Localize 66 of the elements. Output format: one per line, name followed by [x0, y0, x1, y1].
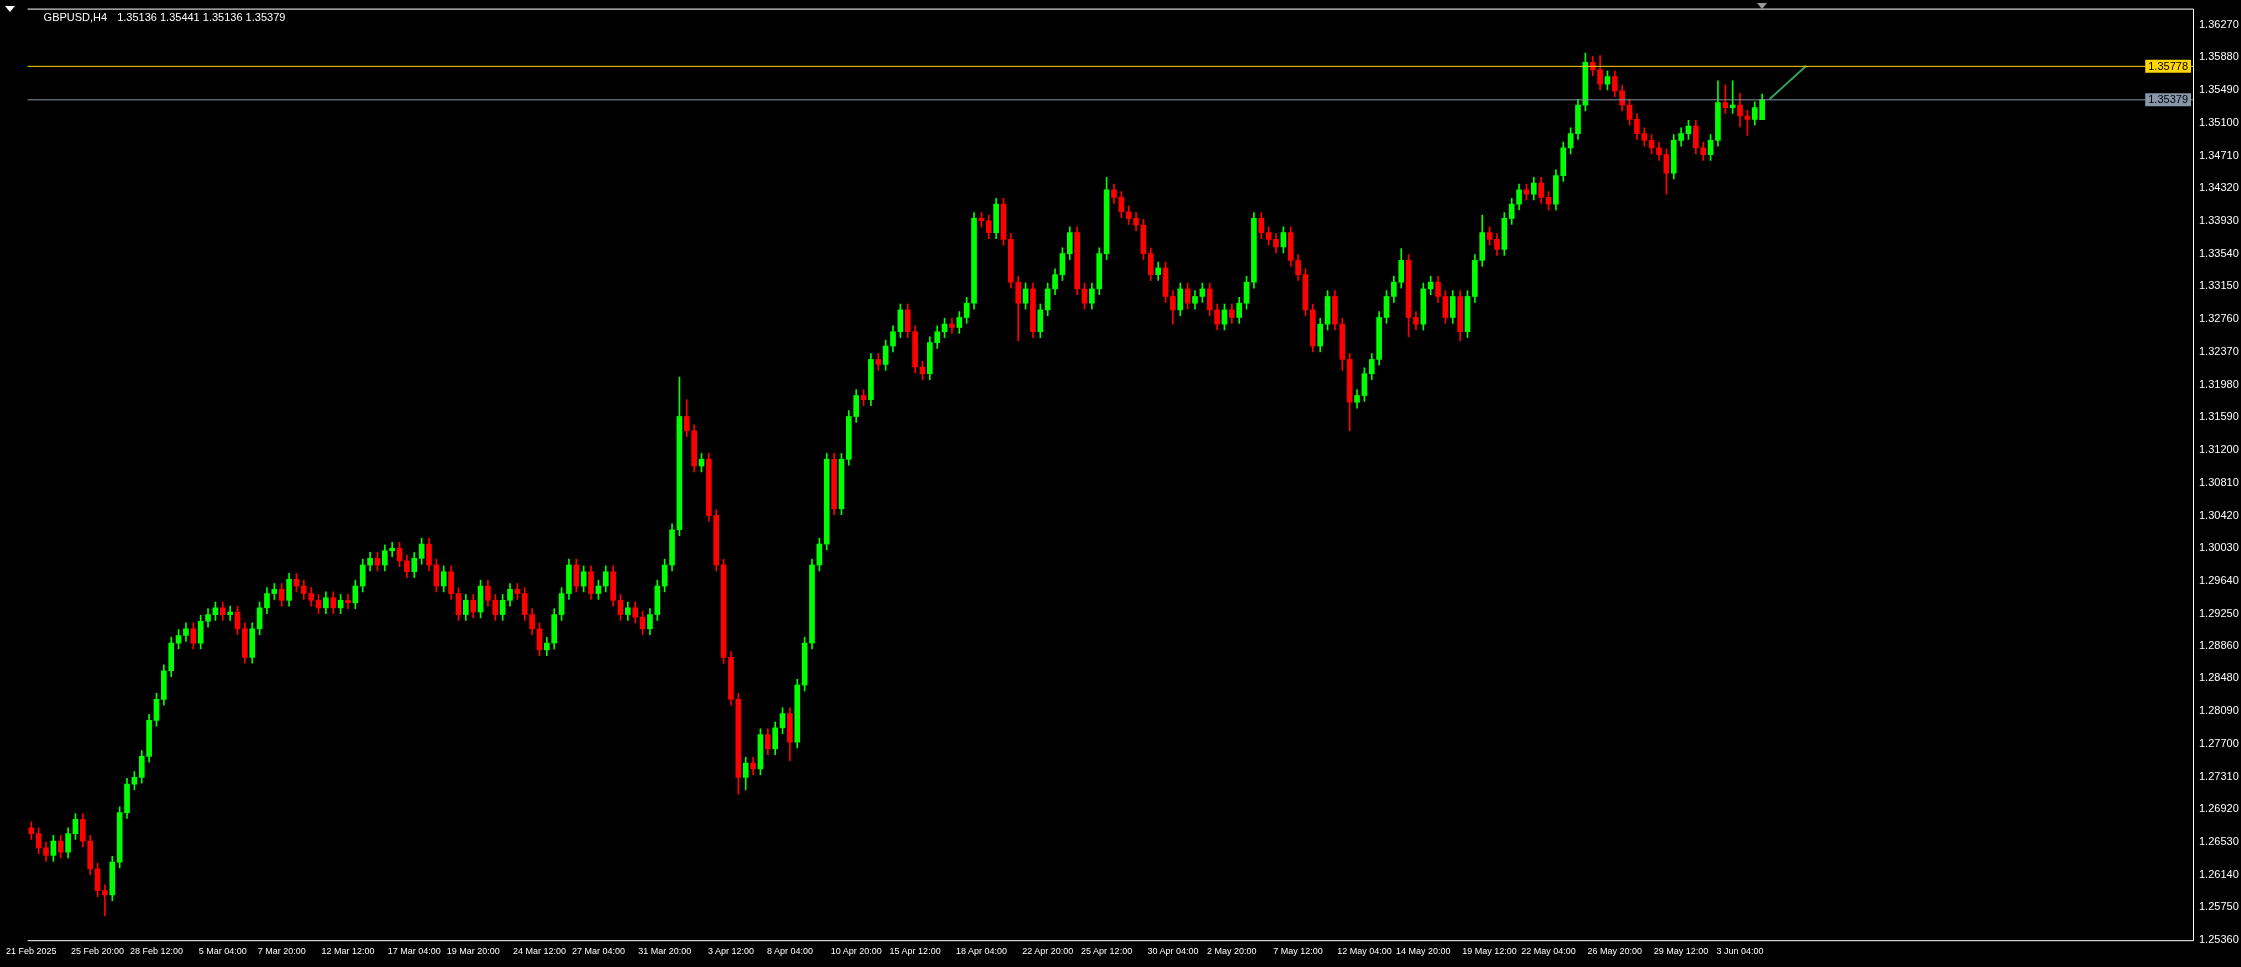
y-tick-label: 1.27700	[2199, 736, 2239, 749]
x-tick-label: 22 Apr 20:00	[1022, 946, 1074, 957]
x-tick-label: 28 Feb 12:00	[129, 946, 184, 957]
y-tick-label: 1.35490	[2199, 83, 2239, 96]
x-tick-label: 31 Mar 20:00	[638, 946, 692, 957]
y-tick-label: 1.28090	[2199, 704, 2239, 717]
x-tick-label: 29 May 12:00	[1653, 946, 1709, 957]
x-tick-label: 25 Feb 20:00	[71, 946, 125, 957]
y-tick-label: 1.26530	[2199, 835, 2239, 848]
x-tick-label: 3 Apr 12:00	[707, 946, 754, 957]
chart-subtitle: 1.35136 1.35441 1.35136 1.35379	[117, 10, 286, 23]
x-tick-label: 17 Mar 04:00	[387, 946, 441, 957]
x-tick-label: 10 Apr 20:00	[830, 946, 882, 957]
x-tick-label: 21 Feb 2025	[6, 946, 57, 957]
y-tick-label: 1.29640	[2199, 574, 2239, 587]
x-tick-label: 30 Apr 04:00	[1147, 946, 1199, 957]
ref-line-label: 1.35379	[2148, 93, 2188, 106]
x-tick-label: 27 Mar 04:00	[571, 946, 625, 957]
x-tick-label: 25 Apr 12:00	[1081, 946, 1133, 957]
y-tick-label: 1.33540	[2199, 246, 2239, 259]
y-tick-label: 1.27310	[2199, 769, 2239, 782]
candlestick	[227, 605, 233, 621]
y-tick-label: 1.32760	[2199, 312, 2239, 325]
y-tick-label: 1.26140	[2199, 867, 2239, 880]
y-tick-label: 1.30810	[2199, 475, 2239, 488]
y-tick-label: 1.32370	[2199, 344, 2239, 357]
x-tick-label: 5 Mar 04:00	[198, 946, 247, 957]
x-tick-label: 19 May 12:00	[1462, 946, 1517, 957]
x-tick-label: 7 Mar 20:00	[257, 946, 306, 957]
x-tick-label: 26 May 20:00	[1587, 946, 1643, 957]
candlestick	[102, 884, 108, 917]
x-tick-label: 3 Jun 04:00	[1716, 946, 1764, 957]
x-tick-label: 18 Apr 04:00	[955, 946, 1007, 957]
y-tick-label: 1.30420	[2199, 508, 2239, 521]
y-tick-label: 1.33150	[2199, 279, 2239, 292]
y-tick-label: 1.29250	[2199, 606, 2239, 619]
x-tick-label: 19 Mar 20:00	[446, 946, 500, 957]
x-tick-label: 8 Apr 04:00	[766, 946, 813, 957]
candlestick	[345, 594, 351, 610]
x-tick-label: 24 Mar 12:00	[512, 946, 566, 957]
y-tick-label: 1.33930	[2199, 213, 2239, 226]
x-tick-label: 12 May 04:00	[1337, 946, 1392, 957]
chart-title: GBPUSD,H4	[43, 10, 108, 23]
x-tick-label: 7 May 12:00	[1273, 946, 1323, 957]
y-tick-label: 1.28480	[2199, 671, 2239, 684]
y-tick-label: 1.25750	[2199, 900, 2239, 913]
y-tick-label: 1.30030	[2199, 541, 2239, 554]
ref-line-label: 1.35778	[2148, 59, 2188, 72]
y-tick-label: 1.28860	[2199, 639, 2239, 652]
x-tick-label: 2 May 20:00	[1207, 946, 1257, 957]
y-tick-label: 1.34710	[2199, 148, 2239, 161]
y-tick-label: 1.26920	[2199, 802, 2239, 815]
x-tick-label: 14 May 20:00	[1396, 946, 1451, 957]
x-tick-label: 22 May 04:00	[1521, 946, 1576, 957]
y-tick-label: 1.34320	[2199, 181, 2239, 194]
y-tick-label: 1.31980	[2199, 377, 2239, 390]
x-tick-label: 12 Mar 12:00	[321, 946, 375, 957]
y-tick-label: 1.31590	[2199, 410, 2239, 423]
y-tick-label: 1.36270	[2199, 17, 2239, 30]
y-tick-label: 1.31200	[2199, 443, 2239, 456]
y-tick-label: 1.35880	[2199, 50, 2239, 63]
candlestick	[949, 317, 955, 334]
y-tick-label: 1.25360	[2199, 933, 2239, 946]
x-tick-label: 15 Apr 12:00	[889, 946, 941, 957]
candlestick	[1722, 84, 1729, 114]
y-tick-label: 1.35100	[2199, 115, 2239, 128]
